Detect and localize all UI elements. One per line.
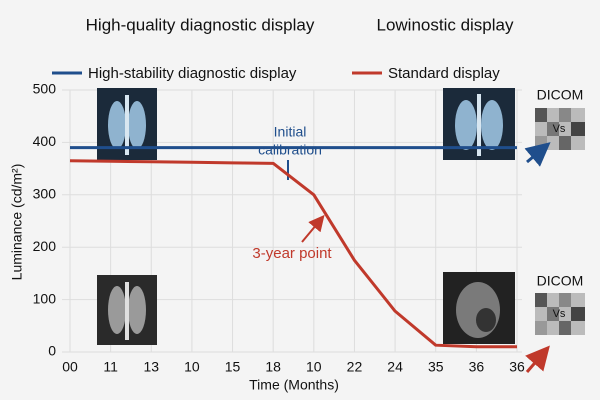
annotation: calibration: [258, 142, 322, 158]
legend-label: High-stability diagnostic display: [88, 65, 297, 82]
series-line: [69, 159, 517, 349]
annotation-pointer: [301, 214, 325, 243]
x-tick-label: 10: [184, 359, 200, 375]
x-axis-label: Time (Months): [249, 377, 339, 393]
xray-image: [97, 275, 157, 345]
y-tick-label: 0: [48, 343, 56, 359]
x-tick-label: 36: [509, 359, 525, 375]
xray-image: [97, 88, 157, 160]
x-tick-label: 35: [428, 359, 444, 375]
side-label: Vs: [553, 308, 566, 320]
header-left: High-quality diagnostic display: [86, 15, 315, 34]
dicom-icon: [535, 293, 585, 335]
y-tick-label: 500: [33, 81, 57, 97]
header-right: Lowinostic display: [376, 15, 514, 34]
y-axis-label: Luminance (cd/m²): [9, 164, 25, 281]
xray-image: [443, 88, 515, 160]
annotation: Initial: [274, 124, 307, 140]
side-label: Vs: [553, 123, 566, 135]
x-tick-label: 10: [306, 359, 322, 375]
side-label: DICOM: [537, 87, 584, 103]
y-tick-label: 400: [33, 133, 57, 149]
y-tick-label: 200: [33, 238, 57, 254]
y-tick-label: 100: [33, 290, 57, 306]
xray-image: [443, 272, 515, 344]
x-tick-label: 18: [265, 359, 281, 375]
side-label: DICOM: [537, 273, 584, 289]
arrow: [524, 142, 551, 167]
plot: [69, 146, 517, 349]
arrow: [525, 345, 550, 373]
x-tick-label: 24: [387, 359, 403, 375]
x-tick-label: 11: [103, 359, 118, 375]
y-tick-label: 300: [33, 186, 57, 202]
annotation: 3-year point: [252, 245, 332, 262]
x-tick-label: 13: [143, 359, 159, 375]
legend-label: Standard display: [388, 65, 500, 82]
x-tick-label: 15: [225, 359, 241, 375]
x-tick-label: 22: [347, 359, 363, 375]
x-tick-label: 36: [469, 359, 485, 375]
x-tick-label: 00: [62, 359, 78, 375]
